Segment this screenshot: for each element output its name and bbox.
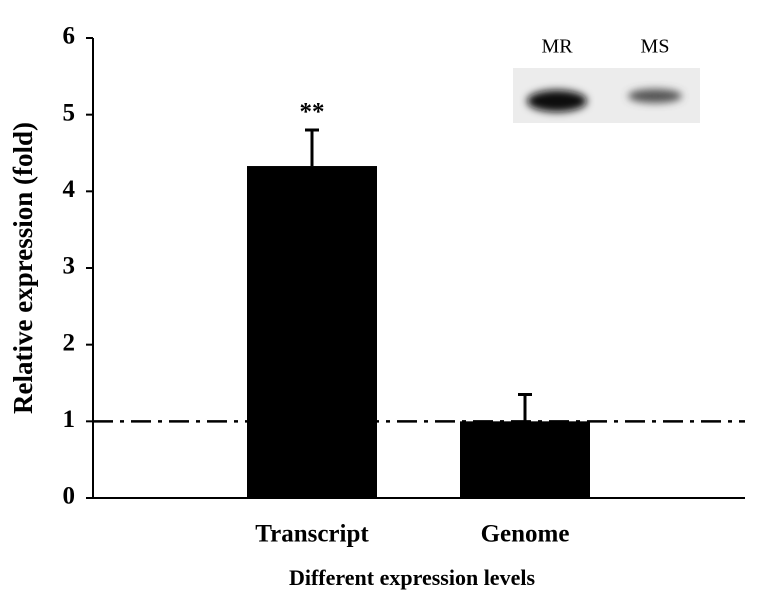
- error-bar: [518, 393, 532, 422]
- inset-blot: MR MS: [513, 36, 700, 123]
- x-axis-title: Different expression levels: [289, 565, 535, 590]
- x-tick-label: Genome: [481, 521, 570, 548]
- y-tick-label: 2: [63, 329, 76, 356]
- x-tick-label: Transcript: [255, 521, 369, 548]
- y-tick-label: 0: [63, 483, 76, 510]
- y-tick-label: 5: [63, 99, 76, 126]
- inset-label: MR: [541, 36, 573, 58]
- inset-label: MS: [641, 36, 670, 58]
- y-tick-label: 4: [63, 176, 76, 203]
- bar: [247, 166, 377, 499]
- blot-band: [527, 90, 587, 112]
- y-tick-label: 3: [63, 253, 76, 280]
- y-tick-label: 1: [63, 406, 76, 433]
- y-tick-label: 6: [63, 23, 76, 50]
- bar: [460, 421, 590, 498]
- blot-band: [628, 89, 682, 103]
- y-axis-title: Relative expression (fold): [8, 122, 38, 414]
- significance-label: **: [300, 99, 325, 126]
- error-bar: [305, 128, 319, 167]
